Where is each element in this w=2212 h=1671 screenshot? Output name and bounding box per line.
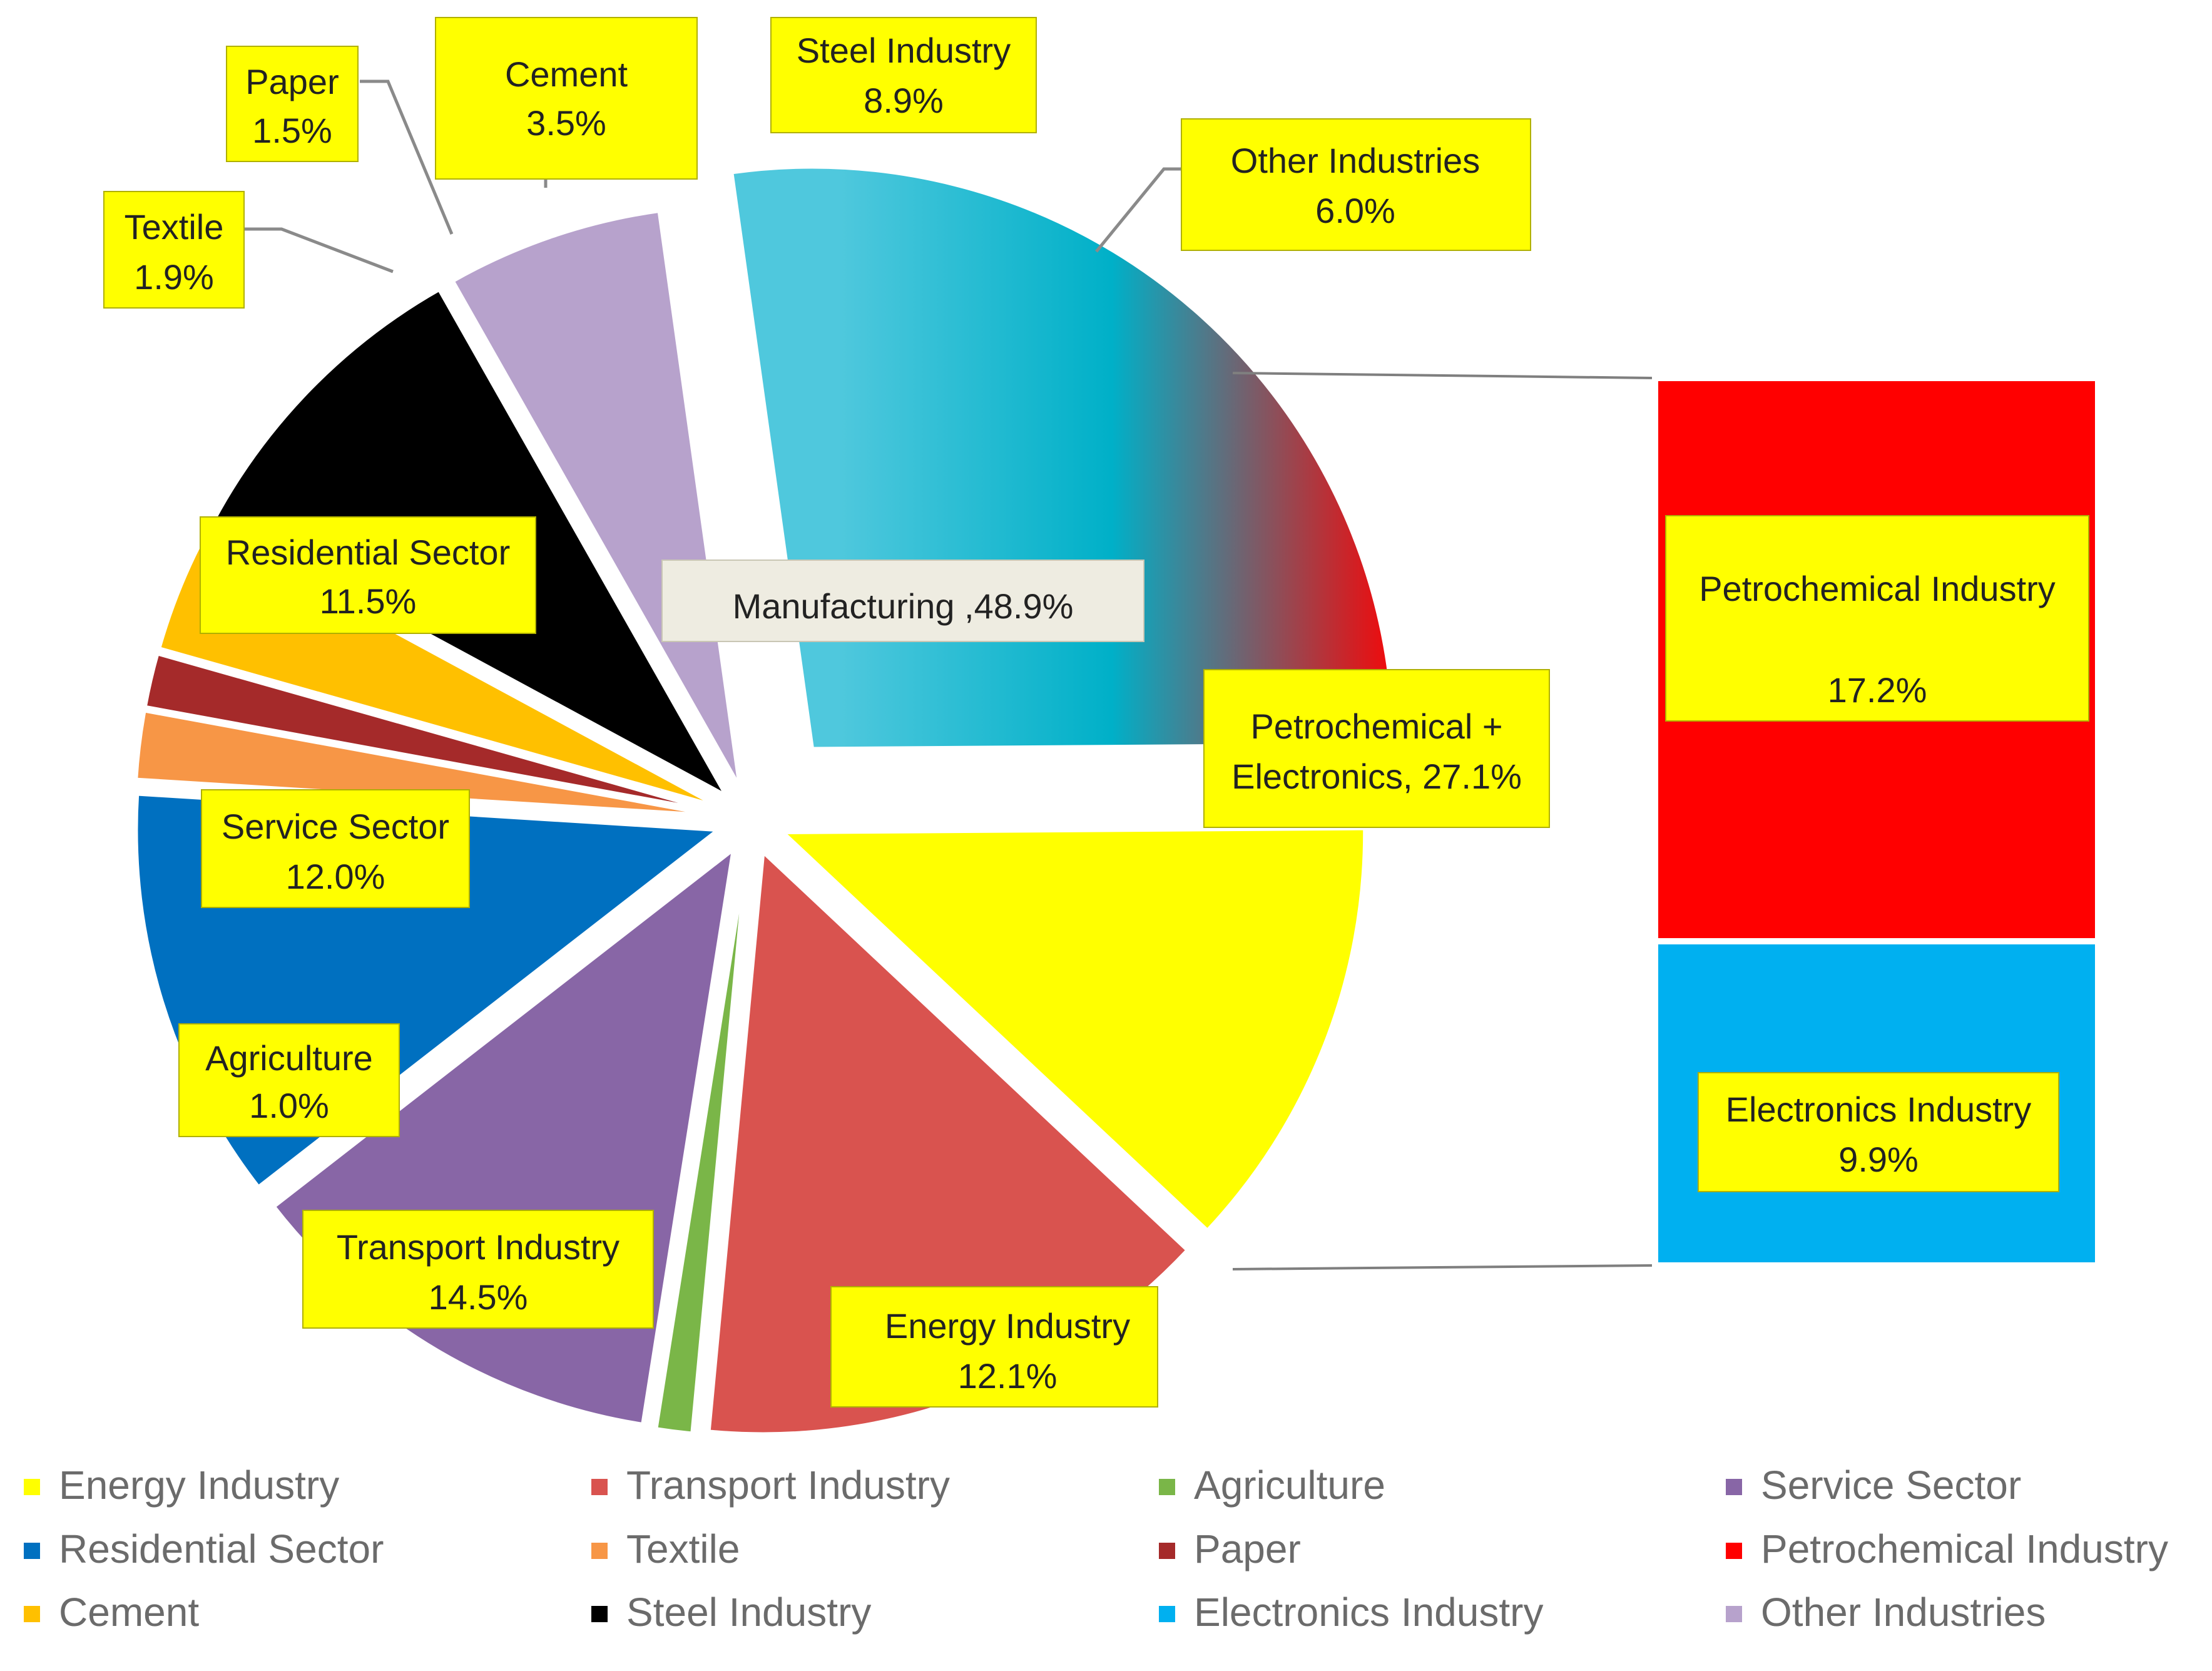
svg-text:Cement: Cement bbox=[505, 54, 628, 94]
leader-line-other-industries bbox=[1095, 167, 1181, 253]
svg-text:Paper: Paper bbox=[245, 62, 339, 101]
label-electronics-industry: Electronics Industry 9.9% bbox=[1698, 1072, 2059, 1192]
legend-swatch bbox=[1726, 1479, 1742, 1495]
pie-slice-energy bbox=[778, 826, 1367, 1234]
legend-item: Electronics Industry bbox=[1159, 1590, 1543, 1635]
legend-item: Agriculture bbox=[1159, 1463, 1385, 1508]
label-textile: Textile 1.9% bbox=[103, 191, 245, 309]
svg-text:1.5%: 1.5% bbox=[252, 111, 332, 150]
legend-swatch bbox=[591, 1479, 608, 1495]
svg-text:Agriculture: Agriculture bbox=[205, 1038, 373, 1078]
svg-text:Energy Industry: Energy Industry bbox=[885, 1306, 1130, 1346]
label-other-industries: Other Industries 6.0% bbox=[1181, 118, 1531, 251]
svg-text:Transport Industry: Transport Industry bbox=[337, 1227, 619, 1267]
svg-text:1.9%: 1.9% bbox=[134, 257, 214, 297]
legend-label: Other Industries bbox=[1761, 1590, 2046, 1635]
svg-text:12.0%: 12.0% bbox=[286, 857, 385, 896]
legend-swatch bbox=[1159, 1606, 1175, 1622]
legend-label: Electronics Industry bbox=[1194, 1590, 1543, 1635]
legend-label: Paper bbox=[1194, 1526, 1301, 1571]
legend-label: Petrochemical Industry bbox=[1761, 1526, 2168, 1571]
label-cement: Cement 3.5% bbox=[435, 17, 698, 180]
legend-swatch bbox=[24, 1543, 40, 1559]
legend-label: Transport Industry bbox=[626, 1463, 950, 1508]
svg-text:Electronics Industry: Electronics Industry bbox=[1726, 1090, 2032, 1129]
legend-label: Steel Industry bbox=[626, 1590, 871, 1635]
label-agriculture: Agriculture 1.0% bbox=[178, 1023, 400, 1137]
label-energy-industry: Energy Industry 12.1% bbox=[830, 1286, 1158, 1408]
svg-text:Service Sector: Service Sector bbox=[222, 807, 449, 846]
label-transport-industry: Transport Industry 14.5% bbox=[302, 1210, 654, 1329]
svg-text:Residential Sector: Residential Sector bbox=[226, 533, 510, 572]
svg-text:Textile: Textile bbox=[125, 207, 224, 247]
label-paper: Paper 1.5% bbox=[226, 46, 359, 162]
legend-item: Steel Industry bbox=[591, 1590, 871, 1635]
legend-label: Textile bbox=[626, 1526, 740, 1571]
legend-label: Residential Sector bbox=[59, 1526, 384, 1571]
svg-text:14.5%: 14.5% bbox=[429, 1277, 528, 1317]
legend-item: Service Sector bbox=[1726, 1463, 2021, 1508]
label-residential-sector: Residential Sector 11.5% bbox=[200, 516, 536, 634]
connector-bottom-line bbox=[1232, 1264, 1653, 1270]
legend-item: Energy Industry bbox=[24, 1463, 339, 1508]
legend-swatch bbox=[591, 1543, 608, 1559]
label-petrochemical-industry: Petrochemical Industry 17.2% bbox=[1665, 515, 2089, 722]
legend-item: Residential Sector bbox=[24, 1526, 384, 1571]
legend-swatch bbox=[591, 1606, 608, 1622]
legend-item: Other Industries bbox=[1726, 1590, 2046, 1635]
leader-line-paper bbox=[360, 79, 454, 235]
svg-text:12.1%: 12.1% bbox=[958, 1356, 1058, 1396]
legend-label: Energy Industry bbox=[59, 1463, 339, 1508]
legend-swatch bbox=[1726, 1543, 1742, 1559]
legend-item: Textile bbox=[591, 1526, 740, 1571]
svg-text:17.2%: 17.2% bbox=[1828, 670, 1927, 710]
svg-text:Steel Industry: Steel Industry bbox=[797, 31, 1011, 70]
legend-label: Service Sector bbox=[1761, 1463, 2021, 1508]
legend-swatch bbox=[1726, 1606, 1742, 1622]
pie-slice-agriculture bbox=[653, 854, 749, 1436]
svg-text:11.5%: 11.5% bbox=[320, 581, 417, 621]
leader-line-textile bbox=[244, 227, 394, 273]
legend-item: Cement bbox=[24, 1590, 199, 1635]
pie-slice-textile bbox=[134, 708, 717, 818]
legend-item: Transport Industry bbox=[591, 1463, 950, 1508]
legend: Energy Industry Transport Industry Agricul… bbox=[24, 1463, 2168, 1635]
manufacturing-label: Manufacturing ,48.9% bbox=[733, 586, 1074, 626]
legend-swatch bbox=[1159, 1479, 1175, 1495]
svg-text:3.5%: 3.5% bbox=[526, 103, 606, 143]
connector-top-line bbox=[1232, 372, 1653, 379]
svg-text:8.9%: 8.9% bbox=[864, 81, 944, 120]
svg-text:9.9%: 9.9% bbox=[1838, 1140, 1919, 1179]
manufacturing-label-box bbox=[661, 560, 1144, 642]
svg-text:6.0%: 6.0% bbox=[1315, 191, 1395, 230]
legend-swatch bbox=[24, 1606, 40, 1622]
pie-slice-petro_elec bbox=[729, 165, 1397, 751]
svg-text:Petrochemical +Electronics, 27: Petrochemical + Electronics, 27.1% bbox=[1231, 707, 1522, 796]
label-service-sector: Service Sector 12.0% bbox=[201, 789, 470, 908]
legend-swatch bbox=[1159, 1543, 1175, 1559]
pie-slice-paper bbox=[143, 651, 718, 814]
label-petrochemical-electronics: Petrochemical + Electronics, 27.1% bbox=[1203, 669, 1550, 828]
legend-label: Cement bbox=[59, 1590, 199, 1635]
legend-item: Paper bbox=[1159, 1526, 1301, 1571]
svg-text:1.0%: 1.0% bbox=[249, 1086, 329, 1125]
svg-text:Petrochemical Industry: Petrochemical Industry bbox=[1699, 569, 2056, 608]
label-steel-industry: Steel Industry 8.9% bbox=[770, 17, 1037, 133]
legend-item: Petrochemical Industry bbox=[1726, 1526, 2168, 1571]
legend-label: Agriculture bbox=[1194, 1463, 1385, 1508]
legend-swatch bbox=[24, 1479, 40, 1495]
pie-slice-other bbox=[450, 208, 742, 789]
svg-text:Other Industries: Other Industries bbox=[1231, 141, 1480, 180]
